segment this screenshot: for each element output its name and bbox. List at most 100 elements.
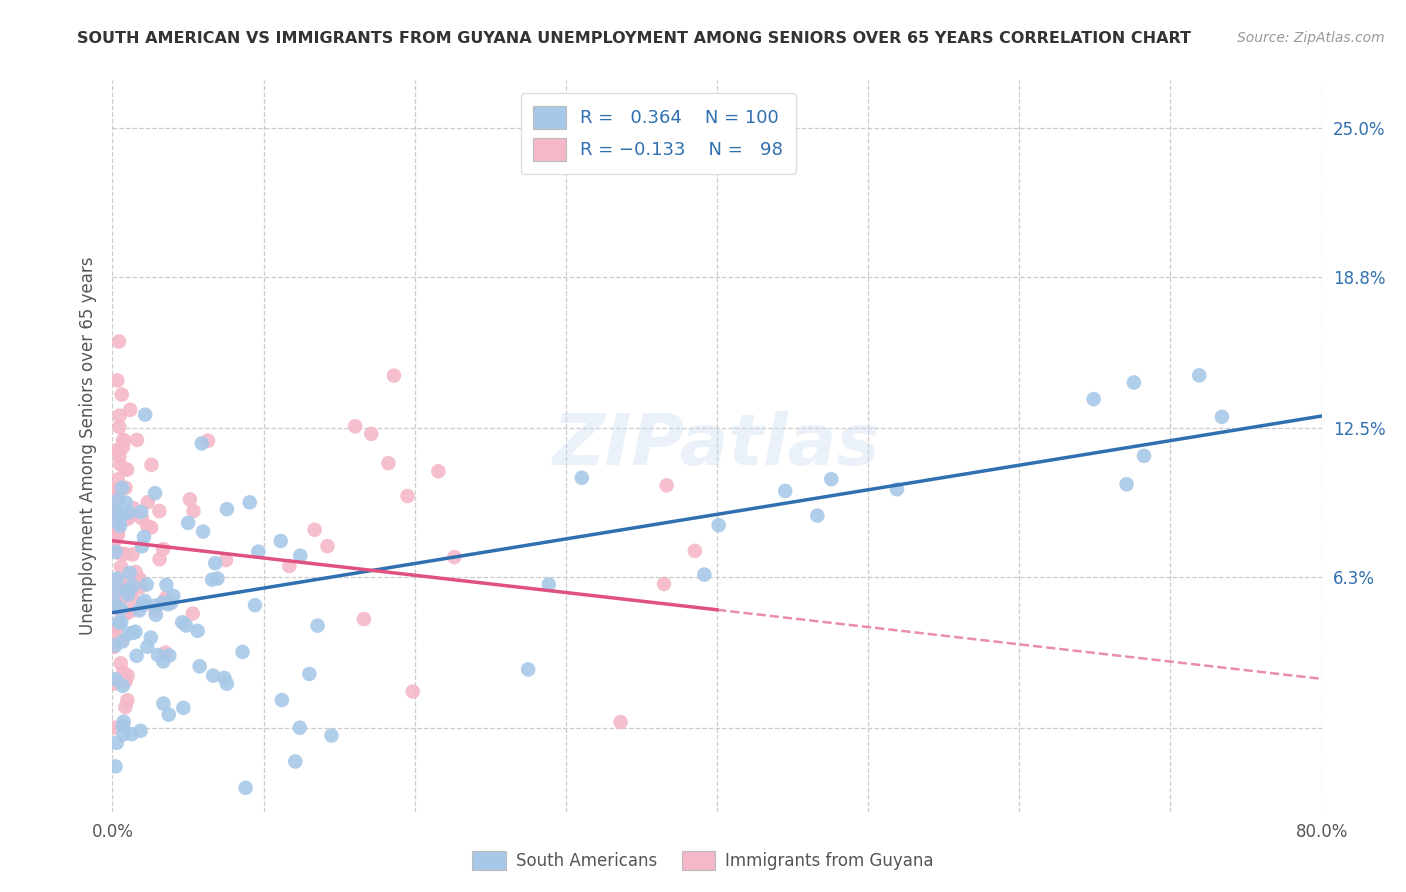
Point <box>191 436 214 450</box>
Point <box>177 516 200 530</box>
Point <box>517 663 540 677</box>
Point <box>115 462 138 476</box>
Point <box>215 553 238 567</box>
Point <box>104 621 127 635</box>
Point <box>152 596 174 610</box>
Point <box>215 502 238 516</box>
Point <box>886 482 908 496</box>
Point <box>156 598 179 612</box>
Point <box>108 518 131 533</box>
Point <box>187 624 209 638</box>
Point <box>122 501 145 516</box>
Point <box>103 595 125 609</box>
Point <box>115 574 138 588</box>
Point <box>111 679 134 693</box>
Point <box>111 481 134 495</box>
Point <box>141 520 163 534</box>
Point <box>114 547 136 561</box>
Point <box>136 519 159 533</box>
Point <box>652 577 675 591</box>
Point <box>609 715 631 730</box>
Point <box>183 504 205 518</box>
Legend: South Americans, Immigrants from Guyana: South Americans, Immigrants from Guyana <box>465 844 941 877</box>
Point <box>104 583 127 598</box>
Point <box>134 408 156 422</box>
Point <box>1122 376 1144 390</box>
Point <box>174 618 197 632</box>
Point <box>353 612 375 626</box>
Point <box>128 603 150 617</box>
Point <box>111 719 134 733</box>
Point <box>683 544 706 558</box>
Point <box>321 729 343 743</box>
Point <box>103 484 125 499</box>
Point <box>111 634 134 648</box>
Point <box>131 540 153 554</box>
Point <box>121 579 143 593</box>
Point <box>108 334 131 349</box>
Point <box>1133 449 1156 463</box>
Point <box>152 542 174 557</box>
Point <box>443 550 465 565</box>
Text: SOUTH AMERICAN VS IMMIGRANTS FROM GUYANA UNEMPLOYMENT AMONG SENIORS OVER 65 YEAR: SOUTH AMERICAN VS IMMIGRANTS FROM GUYANA… <box>77 31 1191 46</box>
Point <box>149 552 172 566</box>
Point <box>103 505 125 519</box>
Point <box>118 626 141 640</box>
Point <box>806 508 828 523</box>
Point <box>191 524 214 539</box>
Point <box>107 546 129 560</box>
Point <box>693 567 716 582</box>
Point <box>117 693 139 707</box>
Point <box>103 578 125 592</box>
Point <box>207 572 229 586</box>
Point <box>111 387 134 401</box>
Point <box>143 599 166 613</box>
Point <box>152 655 174 669</box>
Point <box>1115 477 1137 491</box>
Point <box>157 707 180 722</box>
Text: ZIPatlas: ZIPatlas <box>554 411 880 481</box>
Point <box>201 573 224 587</box>
Point <box>1211 409 1233 424</box>
Point <box>155 578 177 592</box>
Point <box>146 648 169 662</box>
Point <box>105 736 128 750</box>
Point <box>121 591 143 605</box>
Point <box>104 581 127 595</box>
Point <box>120 509 142 524</box>
Point <box>202 668 225 682</box>
Point <box>243 598 266 612</box>
Point <box>377 456 399 470</box>
Point <box>344 419 367 434</box>
Point <box>117 588 139 602</box>
Point <box>143 603 166 617</box>
Point <box>298 667 321 681</box>
Point <box>104 501 127 516</box>
Point <box>214 671 236 685</box>
Point <box>396 489 419 503</box>
Point <box>108 409 131 423</box>
Point <box>655 478 678 492</box>
Point <box>179 492 201 507</box>
Point <box>270 693 292 707</box>
Point <box>247 544 270 558</box>
Point <box>114 607 136 621</box>
Point <box>537 577 560 591</box>
Point <box>103 721 125 735</box>
Point <box>108 457 131 471</box>
Point <box>104 759 127 773</box>
Point <box>290 549 312 563</box>
Point <box>110 602 132 616</box>
Point <box>172 701 194 715</box>
Point <box>157 648 180 663</box>
Point <box>270 534 292 549</box>
Point <box>112 433 135 447</box>
Point <box>402 684 425 698</box>
Point <box>204 556 226 570</box>
Point <box>143 486 166 500</box>
Point <box>124 624 146 639</box>
Point <box>110 633 132 648</box>
Point <box>235 780 257 795</box>
Point <box>104 492 127 507</box>
Legend: R =   0.364    N = 100, R = −0.133    N =   98: R = 0.364 N = 100, R = −0.133 N = 98 <box>520 93 796 174</box>
